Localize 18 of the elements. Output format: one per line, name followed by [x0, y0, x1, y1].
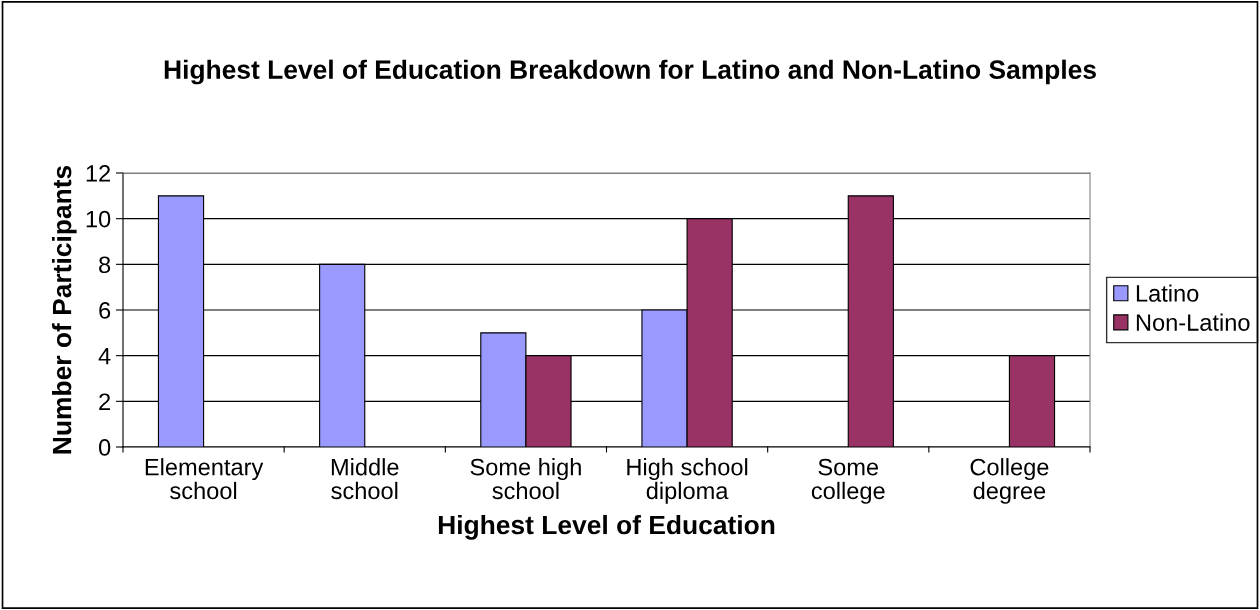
x-tick-label: Some college	[811, 458, 885, 504]
x-tick-label: College degree	[970, 458, 1049, 504]
chart-title: Highest Level of Education Breakdown for Latino and Non-Latino Samples	[164, 59, 1096, 85]
legend-label: Non-Latino	[1136, 313, 1250, 331]
legend-label: Latino	[1136, 284, 1199, 302]
x-tick-label: Elementary school	[145, 458, 264, 500]
y-tick-label: 4	[98, 347, 111, 365]
y-tick-label: 8	[99, 256, 111, 274]
y-tick-label: 2	[99, 393, 111, 410]
x-axis-title: Highest Level of Education	[438, 514, 775, 540]
x-tick-label: High school diploma	[627, 458, 748, 504]
y-tick-label: 10	[86, 210, 111, 228]
y-tick-label: 6	[99, 302, 111, 319]
x-tick-label: Middle school	[331, 458, 399, 500]
y-tick-label: 12	[86, 165, 111, 182]
x-tick-label: Some high school	[470, 458, 581, 500]
y-axis-title: Number of Participants	[52, 165, 77, 454]
y-tick-label: 0	[98, 439, 111, 456]
